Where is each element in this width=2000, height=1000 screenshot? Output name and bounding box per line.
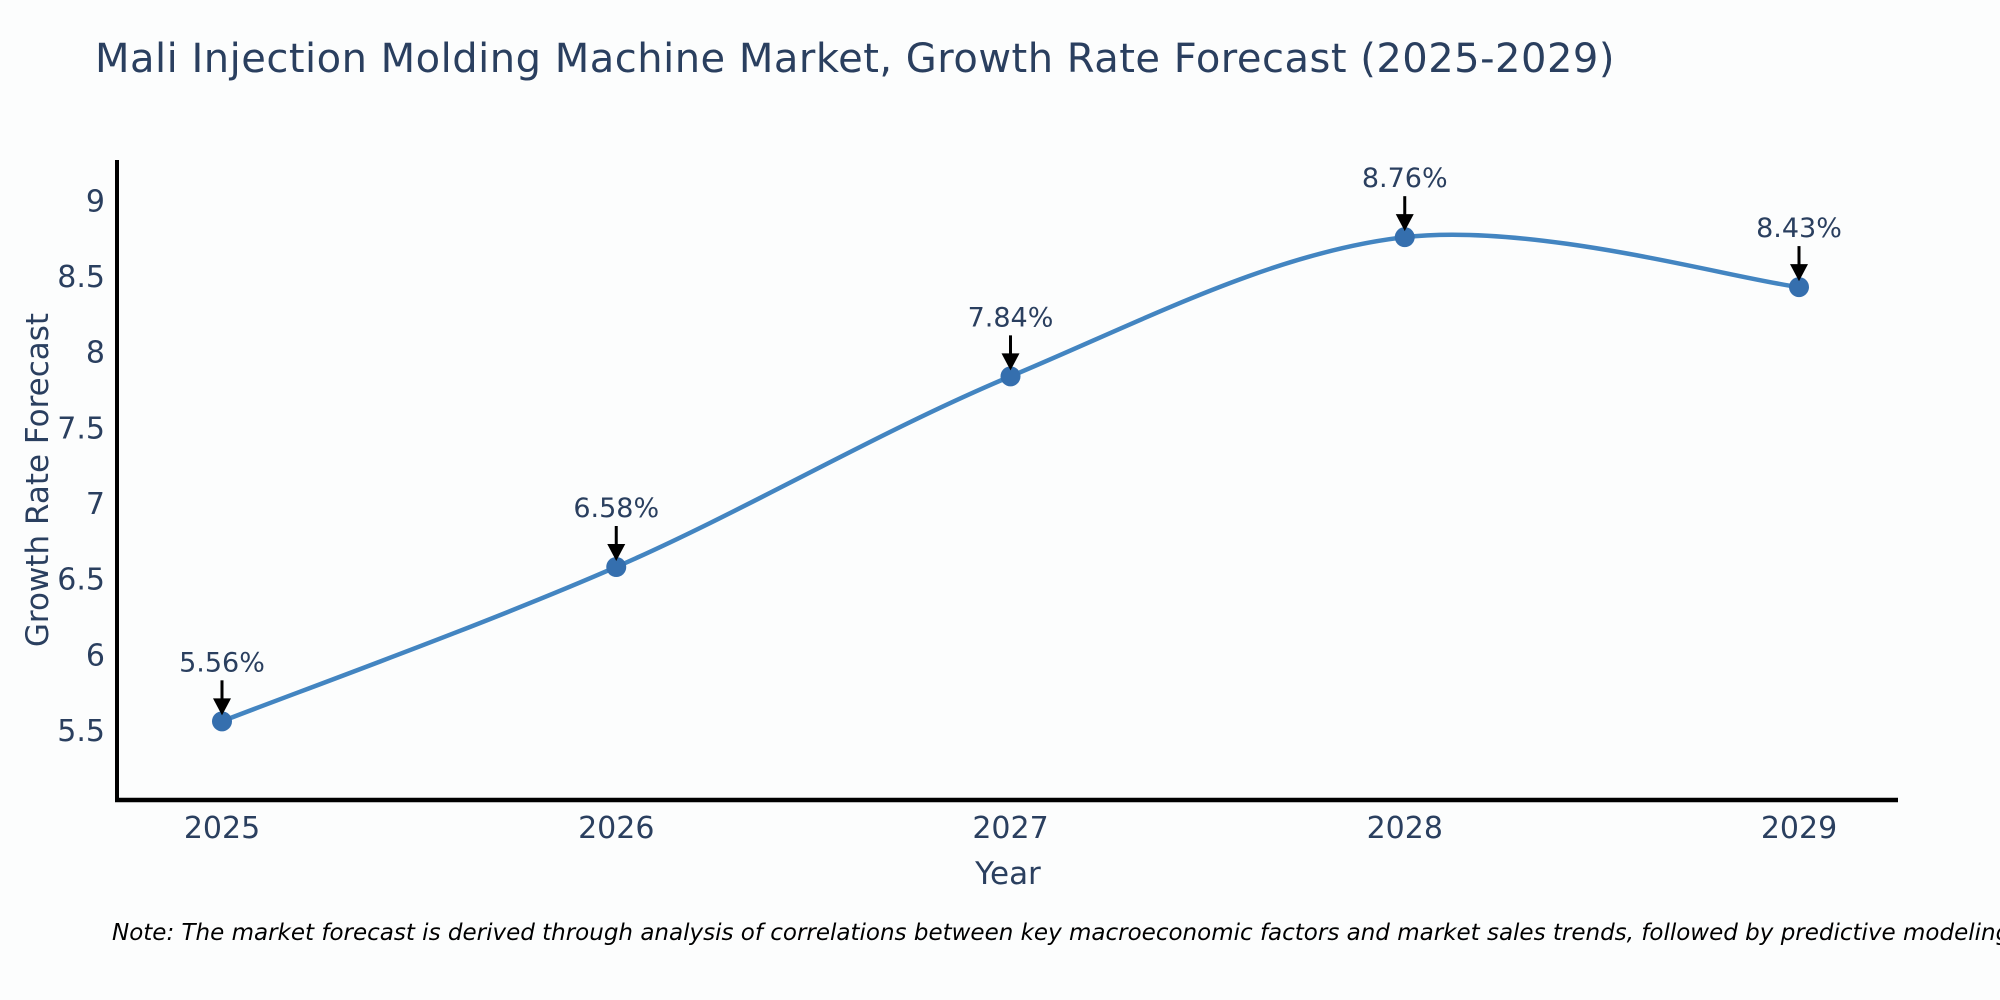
data-point-2029 (1789, 277, 1809, 298)
annotation-arrowhead-2028 (1395, 214, 1414, 232)
x-tick-label-2027: 2027 (972, 811, 1048, 846)
x-tick-label-2026: 2026 (578, 811, 654, 846)
x-axis-title: Year (975, 856, 1041, 892)
data-point-2027 (1000, 366, 1021, 387)
y-tick-label-8.5: 8.5 (57, 260, 105, 295)
annotation-arrowhead-2026 (607, 543, 626, 561)
annotation-arrowhead-2027 (1001, 353, 1020, 371)
point-annotation-2029: 8.43% (1756, 213, 1842, 244)
footnote: Note: The market forecast is derived thr… (112, 920, 2000, 946)
y-tick-label-7.5: 7.5 (57, 411, 105, 446)
point-annotation-2026: 6.58% (573, 493, 659, 524)
chart-title: Mali Injection Molding Machine Market, G… (95, 36, 1615, 82)
x-tick-label-2029: 2029 (1761, 811, 1837, 846)
y-tick-label-6.5: 6.5 (57, 563, 105, 598)
annotation-arrowhead-2029 (1790, 264, 1808, 282)
point-annotation-2028: 8.76% (1362, 163, 1448, 194)
point-annotation-2025: 5.56% (179, 647, 265, 678)
y-tick-label-8: 8 (86, 336, 105, 371)
y-tick-label-9: 9 (86, 184, 105, 219)
data-point-2025 (212, 711, 232, 732)
annotation-arrowhead-2025 (213, 698, 231, 716)
data-point-2028 (1394, 227, 1415, 248)
data-point-2026 (606, 556, 627, 577)
x-tick-label-2028: 2028 (1367, 811, 1443, 846)
point-annotation-2027: 7.84% (968, 302, 1054, 333)
x-tick-label-2025: 2025 (184, 811, 260, 846)
y-tick-label-6: 6 (86, 638, 105, 673)
y-tick-label-7: 7 (86, 487, 105, 522)
y-tick-label-5.5: 5.5 (57, 714, 105, 749)
